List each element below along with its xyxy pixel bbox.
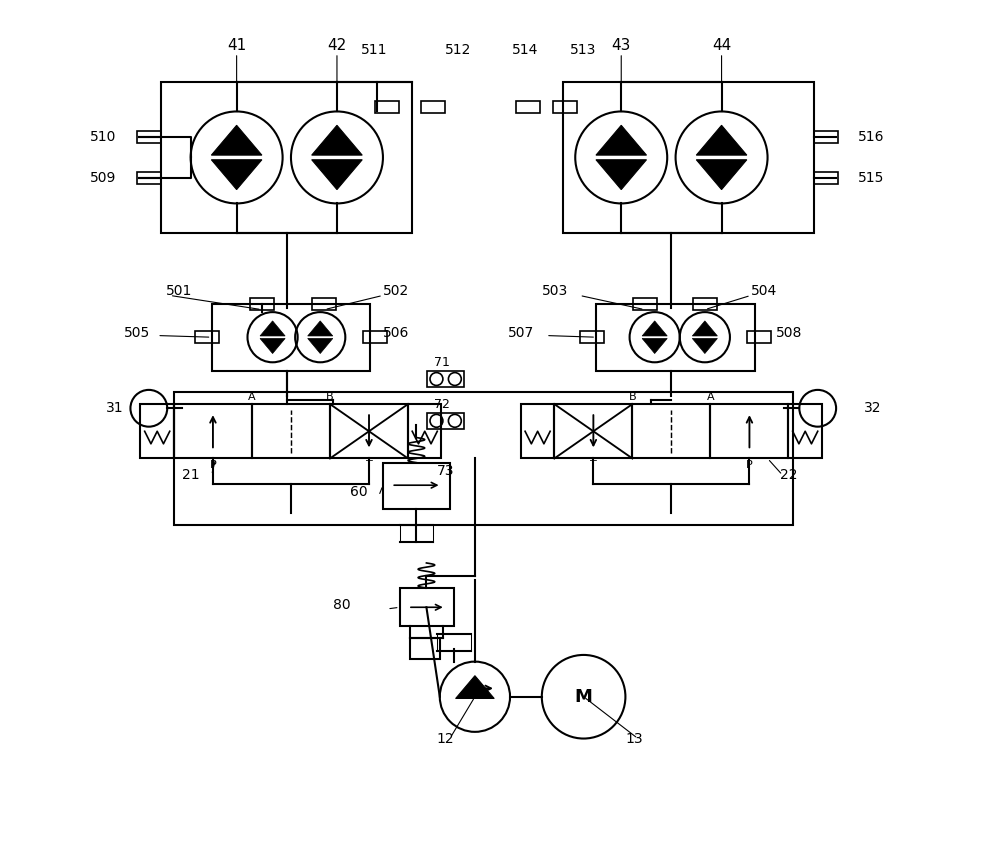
- Text: 510: 510: [90, 129, 117, 144]
- Bar: [174, 392, 793, 525]
- Text: 508: 508: [776, 326, 802, 340]
- Text: P: P: [746, 461, 753, 471]
- Polygon shape: [696, 160, 747, 190]
- Text: 32: 32: [864, 401, 881, 416]
- Bar: [174, 404, 252, 458]
- Text: 71: 71: [434, 356, 449, 370]
- Bar: [400, 588, 454, 626]
- Text: 501: 501: [166, 285, 192, 298]
- Text: A: A: [707, 392, 714, 402]
- Polygon shape: [692, 321, 717, 336]
- Bar: [212, 303, 370, 371]
- Text: 80: 80: [333, 598, 350, 612]
- Bar: [596, 303, 755, 371]
- Text: T: T: [590, 461, 597, 471]
- Text: 509: 509: [90, 172, 117, 185]
- Bar: [410, 638, 440, 659]
- Text: 506: 506: [383, 326, 409, 340]
- Text: 60: 60: [350, 485, 367, 499]
- Text: 41: 41: [227, 38, 246, 53]
- Bar: [363, 332, 387, 343]
- Polygon shape: [211, 160, 262, 190]
- Text: T: T: [366, 461, 372, 471]
- Text: 515: 515: [858, 172, 885, 185]
- Bar: [137, 173, 161, 184]
- Bar: [421, 101, 445, 113]
- Text: M: M: [575, 688, 593, 706]
- Text: 42: 42: [327, 38, 347, 53]
- Text: 511: 511: [361, 43, 388, 57]
- Text: 13: 13: [625, 732, 643, 745]
- Text: 31: 31: [106, 401, 124, 416]
- Bar: [632, 404, 710, 458]
- Polygon shape: [312, 125, 362, 156]
- Text: 44: 44: [712, 38, 731, 53]
- Bar: [788, 404, 822, 458]
- Polygon shape: [692, 338, 717, 354]
- Bar: [252, 404, 330, 458]
- Text: B: B: [326, 392, 334, 402]
- Text: P: P: [210, 461, 216, 471]
- Bar: [633, 298, 657, 309]
- Bar: [814, 173, 838, 184]
- Polygon shape: [596, 160, 647, 190]
- Bar: [747, 332, 771, 343]
- Bar: [250, 298, 274, 309]
- Polygon shape: [260, 338, 285, 354]
- Bar: [408, 404, 441, 458]
- Text: 72: 72: [434, 399, 449, 411]
- Bar: [814, 131, 838, 143]
- Polygon shape: [308, 321, 333, 336]
- Bar: [521, 404, 554, 458]
- Polygon shape: [696, 125, 747, 156]
- Text: 73: 73: [437, 464, 454, 479]
- Polygon shape: [312, 160, 362, 190]
- Polygon shape: [642, 321, 667, 336]
- Bar: [375, 101, 399, 113]
- Bar: [693, 298, 717, 309]
- Polygon shape: [596, 125, 647, 156]
- Text: A: A: [248, 392, 256, 402]
- Text: 12: 12: [437, 732, 454, 745]
- Text: B: B: [629, 392, 636, 402]
- Polygon shape: [260, 321, 285, 336]
- Bar: [427, 371, 464, 388]
- Polygon shape: [211, 125, 262, 156]
- Polygon shape: [642, 338, 667, 354]
- Polygon shape: [308, 338, 333, 354]
- Text: 512: 512: [445, 43, 471, 57]
- Text: 503: 503: [542, 285, 568, 298]
- Text: 514: 514: [512, 43, 538, 57]
- Bar: [330, 404, 408, 458]
- Text: 22: 22: [780, 468, 798, 482]
- Text: 504: 504: [751, 285, 777, 298]
- Bar: [710, 404, 788, 458]
- Text: 21: 21: [182, 468, 200, 482]
- Bar: [427, 412, 464, 429]
- Bar: [140, 404, 174, 458]
- Bar: [312, 298, 336, 309]
- Text: 516: 516: [858, 129, 885, 144]
- Bar: [563, 82, 814, 233]
- Text: 505: 505: [124, 326, 150, 340]
- Text: 513: 513: [570, 43, 597, 57]
- Bar: [553, 101, 577, 113]
- Bar: [516, 101, 540, 113]
- Bar: [580, 332, 604, 343]
- Bar: [161, 82, 412, 233]
- Bar: [195, 332, 219, 343]
- Bar: [383, 462, 450, 508]
- Polygon shape: [456, 676, 494, 699]
- Text: 507: 507: [508, 326, 535, 340]
- Bar: [137, 131, 161, 143]
- Bar: [554, 404, 632, 458]
- Text: 502: 502: [383, 285, 409, 298]
- Text: 43: 43: [612, 38, 631, 53]
